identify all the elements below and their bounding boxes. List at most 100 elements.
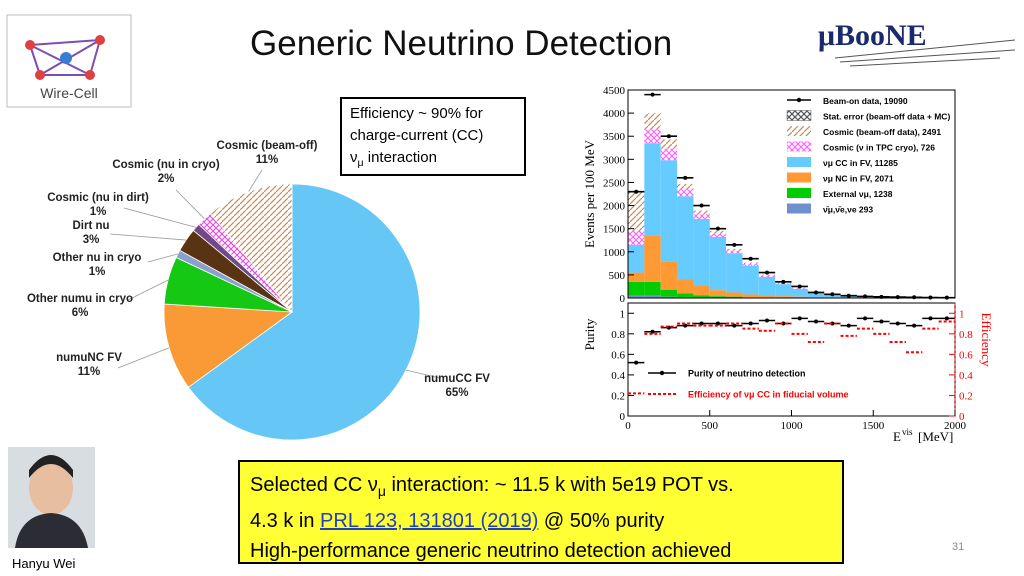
summary-line: 4.3 k in PRL 123, 131801 (2019) @ 50% pu… bbox=[250, 506, 832, 536]
slice-label: Cosmic (beam-off) bbox=[217, 140, 318, 152]
x-tick-label: 2000 bbox=[944, 420, 967, 432]
summary-text: @ 50% purity bbox=[538, 510, 665, 532]
purity-point bbox=[715, 321, 720, 326]
y2-tick-label: 1 bbox=[959, 308, 965, 320]
data-point bbox=[666, 134, 671, 139]
histogram-segment bbox=[726, 253, 743, 293]
histogram-segment bbox=[644, 129, 661, 144]
slice-value: 3% bbox=[83, 234, 100, 246]
histogram-segment bbox=[660, 296, 678, 298]
y-tick-label: 3500 bbox=[603, 131, 626, 143]
histogram-segment bbox=[693, 218, 710, 286]
histogram-segment bbox=[677, 293, 694, 298]
slice-label: numuCC FV bbox=[424, 373, 490, 385]
slice-value: 6% bbox=[72, 307, 89, 319]
slice-label: Dirt nu bbox=[72, 220, 109, 232]
purity-point bbox=[895, 321, 900, 326]
legend-label: External νμ, 1238 bbox=[823, 189, 893, 199]
histogram-segment bbox=[693, 214, 710, 219]
legend-symbol bbox=[787, 141, 811, 152]
histogram-segment bbox=[644, 235, 661, 282]
efficiency-note: Efficiency ~ 90% for charge-current (CC)… bbox=[340, 97, 526, 176]
histogram-segment bbox=[660, 139, 678, 149]
summary-text: interaction: ~ 11.5 k with 5e19 POT vs. bbox=[385, 474, 734, 496]
y-tick-label: 1 bbox=[620, 308, 626, 320]
histogram-segment bbox=[644, 113, 661, 130]
y-axis-label: Events per 100 MeV bbox=[582, 139, 597, 248]
summary-text: 4.3 k in bbox=[250, 510, 321, 532]
face bbox=[29, 461, 73, 515]
plot-frame bbox=[627, 302, 956, 417]
legend-label: Efficiency of νμ CC in fiducial volume bbox=[688, 390, 849, 400]
y2-tick-label: 0.4 bbox=[959, 370, 973, 382]
histogram-segment bbox=[677, 189, 694, 197]
slice-value: 11% bbox=[256, 154, 278, 166]
x-tick-label: 1500 bbox=[862, 420, 885, 432]
data-point bbox=[863, 294, 868, 299]
y-tick-label: 1500 bbox=[603, 224, 626, 236]
y2-tick-label: 0.2 bbox=[959, 390, 973, 402]
legend-symbol bbox=[787, 157, 811, 167]
y2-tick-label: 0 bbox=[959, 411, 965, 423]
histogram-segment bbox=[726, 250, 743, 254]
histogram-segment bbox=[807, 292, 825, 298]
histogram-segment bbox=[660, 160, 678, 262]
y-tick-label: 0.2 bbox=[611, 390, 625, 402]
purity-point bbox=[846, 323, 851, 328]
purity-point bbox=[650, 329, 655, 334]
pie-slice bbox=[187, 183, 421, 441]
histogram-segment bbox=[628, 244, 645, 273]
x-tick-label: 1000 bbox=[781, 420, 804, 432]
slice-value: 2% bbox=[158, 173, 175, 185]
histogram-segment bbox=[726, 296, 743, 298]
legend-label: Purity of neutrino detection bbox=[688, 369, 806, 379]
data-point bbox=[846, 293, 851, 298]
leader-line bbox=[123, 207, 197, 228]
slice-label: Other numu in cryo bbox=[27, 293, 133, 305]
histogram-segment bbox=[709, 290, 727, 297]
nu-symbol: ν bbox=[350, 149, 358, 166]
data-point bbox=[683, 175, 688, 180]
y-tick-label: 0.4 bbox=[611, 370, 625, 382]
histogram-segment bbox=[742, 265, 759, 295]
histogram-segment bbox=[742, 294, 759, 298]
histogram-segment bbox=[742, 264, 759, 266]
slice-value: 11% bbox=[78, 366, 100, 378]
leader-line bbox=[147, 253, 179, 263]
slice-value: 1% bbox=[90, 206, 107, 218]
wire-cell-logo: Wire-Cell bbox=[6, 14, 132, 108]
subscript: μ bbox=[357, 157, 364, 169]
histogram-segment bbox=[758, 276, 776, 296]
x-tick-label: 500 bbox=[702, 420, 719, 432]
note-line: νμ interaction bbox=[350, 147, 516, 174]
histogram-segment bbox=[644, 143, 661, 236]
y-tick-label: 1000 bbox=[603, 247, 626, 259]
purity-point bbox=[928, 316, 933, 321]
histogram-segment bbox=[709, 230, 727, 234]
note-text: interaction bbox=[363, 149, 437, 166]
reference-link[interactable]: PRL 123, 131801 (2019) bbox=[320, 510, 539, 532]
histogram-segment bbox=[726, 249, 743, 251]
x-axis-label: E bbox=[893, 429, 901, 444]
legend-label: Beam-on data, 19090 bbox=[823, 96, 908, 106]
purity-point bbox=[699, 321, 704, 326]
histogram-segment bbox=[775, 284, 792, 297]
leader-line bbox=[175, 189, 205, 219]
logo-text: Wire-Cell bbox=[40, 85, 98, 101]
histogram-segment bbox=[628, 191, 645, 231]
histogram-segment bbox=[758, 274, 776, 276]
data-point bbox=[732, 242, 737, 247]
purity-point bbox=[912, 323, 917, 328]
legend-symbol bbox=[787, 172, 811, 183]
y-tick-label: 0.8 bbox=[611, 329, 625, 341]
purity-point bbox=[879, 319, 884, 324]
slice-label: numuNC FV bbox=[56, 352, 122, 364]
slice-value: 1% bbox=[89, 266, 106, 278]
legend-symbol bbox=[786, 110, 812, 121]
histogram-segment bbox=[677, 279, 694, 294]
histogram-segment bbox=[660, 289, 678, 297]
leader-line bbox=[117, 347, 170, 369]
legend-label: ν̄μ,ν̄e,νe 293 bbox=[823, 205, 873, 215]
page-number: 31 bbox=[952, 541, 965, 553]
